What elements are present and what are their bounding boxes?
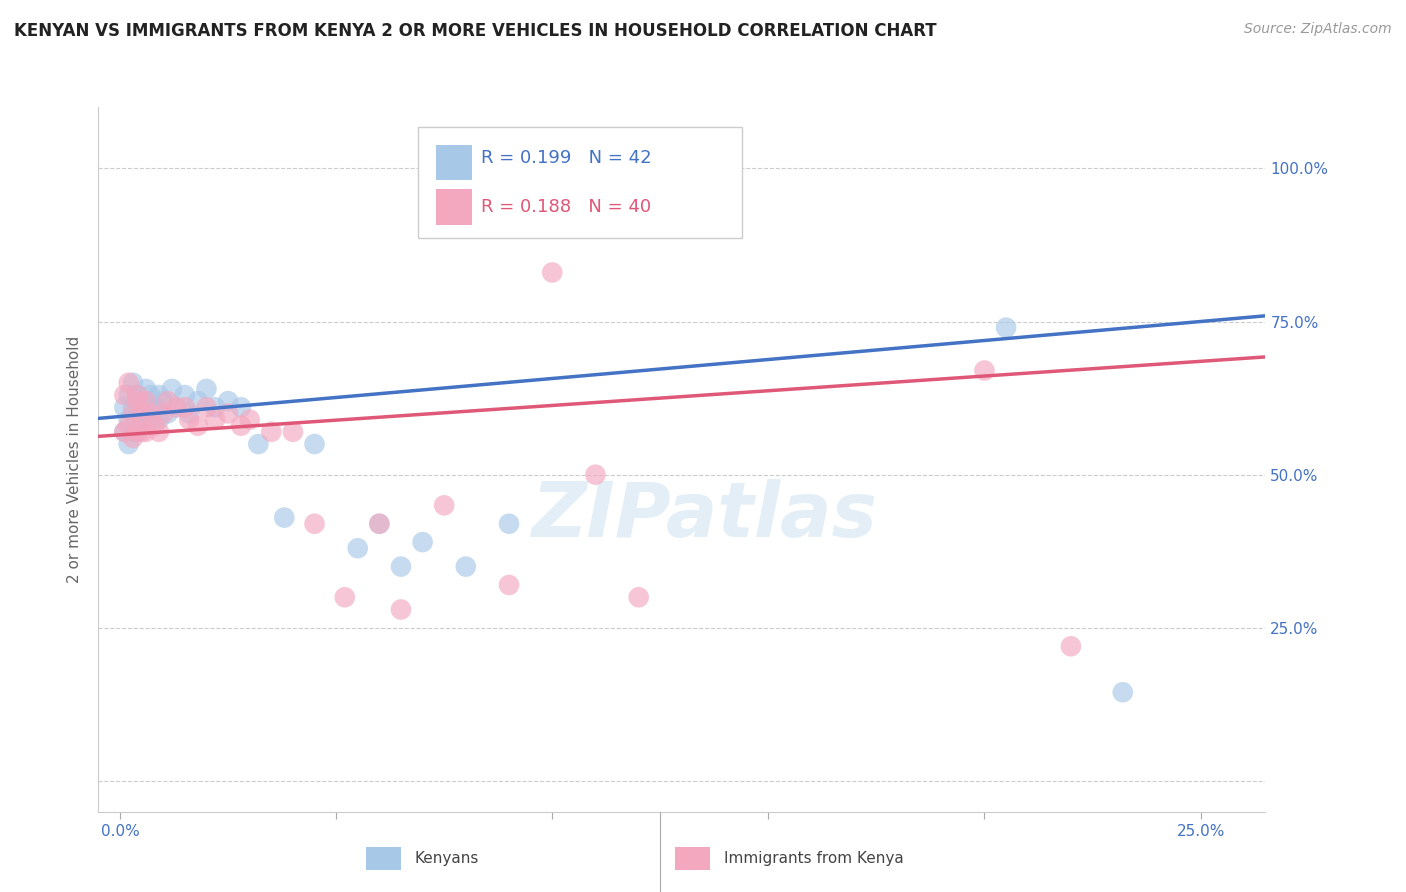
- Point: [112, 388, 135, 402]
- Point: [135, 406, 157, 420]
- Point: [152, 394, 174, 409]
- Point: [179, 412, 201, 426]
- Point: [239, 412, 262, 426]
- Point: [173, 401, 195, 415]
- Point: [389, 602, 412, 616]
- Point: [995, 320, 1018, 334]
- Point: [204, 401, 226, 415]
- Point: [148, 412, 170, 426]
- Point: [156, 394, 179, 409]
- Point: [412, 535, 434, 549]
- Point: [165, 401, 187, 415]
- Point: [127, 425, 149, 439]
- Point: [112, 401, 135, 415]
- Point: [585, 467, 607, 482]
- Point: [627, 591, 650, 605]
- Point: [139, 406, 162, 420]
- Point: [152, 406, 174, 420]
- Point: [973, 363, 995, 377]
- Text: R = 0.199   N = 42: R = 0.199 N = 42: [481, 149, 652, 167]
- Point: [346, 541, 368, 556]
- Point: [122, 401, 145, 415]
- Text: ZIPatlas: ZIPatlas: [533, 479, 879, 553]
- Point: [143, 418, 166, 433]
- Point: [195, 401, 218, 415]
- Point: [195, 382, 218, 396]
- Point: [122, 431, 145, 445]
- Point: [187, 394, 209, 409]
- Point: [179, 406, 201, 420]
- Point: [127, 394, 149, 409]
- Point: [229, 401, 252, 415]
- Point: [118, 437, 141, 451]
- Point: [160, 382, 183, 396]
- Point: [135, 394, 157, 409]
- Point: [454, 559, 477, 574]
- Point: [118, 376, 141, 390]
- Point: [281, 425, 304, 439]
- Text: Source: ZipAtlas.com: Source: ZipAtlas.com: [1244, 22, 1392, 37]
- Point: [127, 406, 149, 420]
- Point: [122, 406, 145, 420]
- Point: [135, 425, 157, 439]
- Point: [165, 401, 187, 415]
- Point: [139, 388, 162, 402]
- Point: [368, 516, 391, 531]
- Point: [143, 401, 166, 415]
- Point: [112, 425, 135, 439]
- Y-axis label: 2 or more Vehicles in Household: 2 or more Vehicles in Household: [67, 335, 83, 583]
- Point: [1060, 640, 1083, 654]
- Point: [187, 418, 209, 433]
- Point: [127, 388, 149, 402]
- Point: [217, 394, 239, 409]
- Point: [541, 265, 564, 279]
- Point: [498, 578, 520, 592]
- Point: [433, 499, 456, 513]
- Point: [304, 516, 326, 531]
- Point: [368, 516, 391, 531]
- Point: [118, 418, 141, 433]
- Point: [1112, 685, 1135, 699]
- Point: [122, 376, 145, 390]
- Text: Immigrants from Kenya: Immigrants from Kenya: [724, 851, 904, 866]
- Point: [498, 516, 520, 531]
- Point: [333, 591, 356, 605]
- Text: KENYAN VS IMMIGRANTS FROM KENYA 2 OR MORE VEHICLES IN HOUSEHOLD CORRELATION CHAR: KENYAN VS IMMIGRANTS FROM KENYA 2 OR MOR…: [14, 22, 936, 40]
- Point: [118, 412, 141, 426]
- Point: [112, 425, 135, 439]
- Point: [260, 425, 283, 439]
- Point: [131, 406, 153, 420]
- Point: [131, 425, 153, 439]
- Point: [127, 388, 149, 402]
- Point: [229, 418, 252, 433]
- Text: Kenyans: Kenyans: [415, 851, 479, 866]
- Point: [148, 388, 170, 402]
- Point: [131, 394, 153, 409]
- Point: [217, 406, 239, 420]
- Point: [135, 382, 157, 396]
- Point: [204, 412, 226, 426]
- Point: [127, 425, 149, 439]
- Point: [389, 559, 412, 574]
- Point: [131, 418, 153, 433]
- Point: [148, 425, 170, 439]
- Point: [304, 437, 326, 451]
- Point: [273, 510, 295, 524]
- Text: R = 0.188   N = 40: R = 0.188 N = 40: [481, 198, 651, 216]
- Point: [247, 437, 270, 451]
- Point: [118, 388, 141, 402]
- Point: [139, 412, 162, 426]
- Point: [156, 406, 179, 420]
- Point: [122, 425, 145, 439]
- Point: [173, 388, 195, 402]
